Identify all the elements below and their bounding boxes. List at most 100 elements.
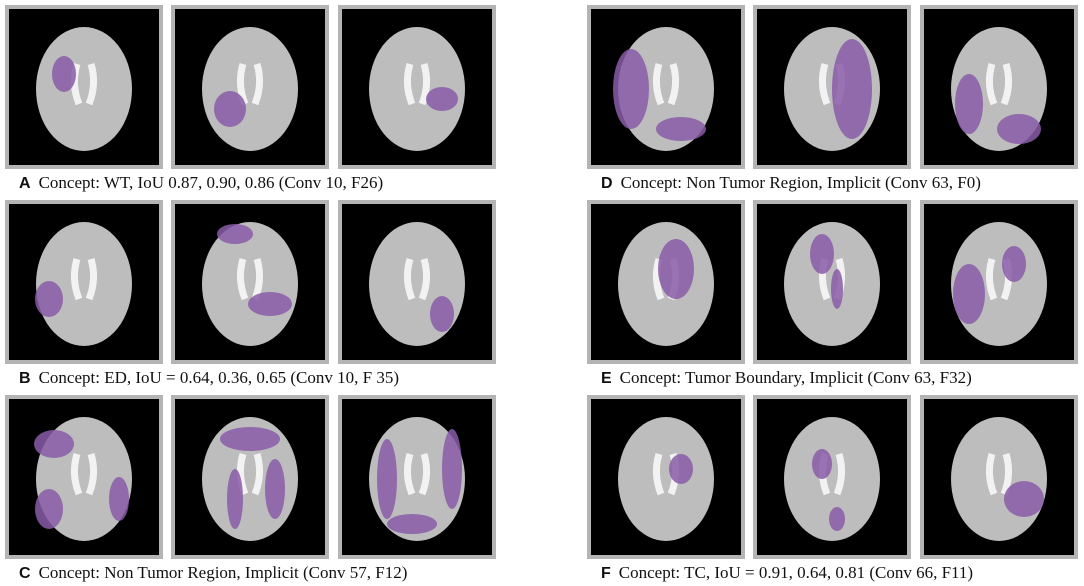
brain bbox=[369, 27, 465, 151]
caption: B Concept: ED, IoU = 0.64, 0.36, 0.65 (Co… bbox=[19, 368, 399, 388]
ventricles bbox=[985, 452, 1013, 496]
mri-image bbox=[753, 5, 911, 169]
brain bbox=[618, 417, 714, 541]
brain-scan bbox=[202, 27, 298, 151]
concept-overlay bbox=[812, 449, 832, 479]
mri-image bbox=[5, 395, 163, 559]
concept-overlay bbox=[669, 454, 693, 484]
brain-scan bbox=[36, 27, 132, 151]
concept-overlay bbox=[52, 56, 76, 92]
concept-overlay bbox=[442, 429, 462, 509]
mri-image bbox=[587, 395, 745, 559]
panel-label: F bbox=[601, 565, 611, 582]
concept-overlay bbox=[387, 514, 437, 534]
brain-scan bbox=[369, 27, 465, 151]
mri-image bbox=[5, 200, 163, 364]
caption-text: Concept: Non Tumor Region, Implicit (Con… bbox=[620, 173, 981, 192]
mri-image bbox=[338, 5, 496, 169]
brain bbox=[36, 222, 132, 346]
mri-image bbox=[171, 395, 329, 559]
brain-scan bbox=[784, 417, 880, 541]
figure-panel: D Concept: Non Tumor Region, Implicit (Co… bbox=[587, 5, 1082, 195]
concept-overlay bbox=[1002, 246, 1026, 282]
ventricles bbox=[70, 257, 98, 301]
figure-panel: C Concept: Non Tumor Region, Implicit (Co… bbox=[5, 395, 500, 585]
concept-overlay bbox=[426, 87, 458, 111]
concept-overlay bbox=[34, 430, 74, 458]
ventricles bbox=[985, 62, 1013, 106]
brain-scan bbox=[35, 222, 132, 346]
mri-image bbox=[5, 5, 163, 169]
caption: E Concept: Tumor Boundary, Implicit (Conv… bbox=[601, 368, 972, 388]
concept-overlay bbox=[265, 459, 285, 519]
brain bbox=[784, 417, 880, 541]
ventricles bbox=[70, 62, 98, 106]
brain bbox=[36, 27, 132, 151]
concept-overlay bbox=[1004, 481, 1044, 517]
brain-scan bbox=[784, 27, 880, 151]
ventricles bbox=[70, 452, 98, 496]
concept-overlay bbox=[430, 296, 454, 332]
brain-scan bbox=[951, 417, 1047, 541]
concept-overlay bbox=[214, 91, 246, 127]
concept-overlay bbox=[220, 427, 280, 451]
panel-label: D bbox=[601, 175, 613, 192]
caption-text: Concept: Non Tumor Region, Implicit (Con… bbox=[38, 563, 408, 582]
panel-label: E bbox=[601, 370, 612, 387]
concept-overlay bbox=[35, 281, 63, 317]
mri-image bbox=[920, 200, 1078, 364]
ventricles bbox=[403, 62, 431, 106]
mri-image bbox=[171, 5, 329, 169]
caption-text: Concept: ED, IoU = 0.64, 0.36, 0.65 (Con… bbox=[38, 368, 399, 387]
mri-image bbox=[920, 5, 1078, 169]
figure-panel: F Concept: TC, IoU = 0.91, 0.64, 0.81 (Co… bbox=[587, 395, 1082, 585]
figure-panel: E Concept: Tumor Boundary, Implicit (Conv… bbox=[587, 200, 1082, 390]
concept-overlay bbox=[613, 49, 649, 129]
mri-image bbox=[587, 200, 745, 364]
panel-label: C bbox=[19, 565, 31, 582]
brain bbox=[202, 27, 298, 151]
brain-scan bbox=[34, 417, 132, 541]
mri-image bbox=[920, 395, 1078, 559]
ventricles bbox=[403, 452, 431, 496]
concept-overlay bbox=[658, 239, 694, 299]
concept-overlay bbox=[829, 507, 845, 531]
mri-image bbox=[753, 200, 911, 364]
caption: C Concept: Non Tumor Region, Implicit (Co… bbox=[19, 563, 407, 583]
brain-scan bbox=[951, 27, 1047, 151]
caption: F Concept: TC, IoU = 0.91, 0.64, 0.81 (Co… bbox=[601, 563, 973, 583]
mri-image bbox=[171, 200, 329, 364]
concept-overlay bbox=[227, 469, 243, 529]
brain-scan bbox=[951, 222, 1047, 346]
concept-overlay bbox=[831, 269, 843, 309]
brain-scan bbox=[618, 417, 714, 541]
concept-overlay bbox=[109, 477, 129, 521]
panel-label: A bbox=[19, 175, 31, 192]
concept-overlay bbox=[997, 114, 1041, 144]
mri-image bbox=[753, 395, 911, 559]
brain-scan bbox=[369, 417, 465, 541]
concept-overlay bbox=[377, 439, 397, 519]
ventricles bbox=[652, 62, 680, 106]
caption-text: Concept: WT, IoU 0.87, 0.90, 0.86 (Conv … bbox=[38, 173, 384, 192]
brain-scan bbox=[618, 222, 714, 346]
concept-overlay bbox=[217, 224, 253, 244]
concept-overlay bbox=[35, 489, 63, 529]
caption-text: Concept: TC, IoU = 0.91, 0.64, 0.81 (Con… bbox=[618, 563, 974, 582]
brain bbox=[369, 222, 465, 346]
concept-overlay bbox=[955, 74, 983, 134]
concept-overlay bbox=[953, 264, 985, 324]
brain-scan bbox=[202, 417, 298, 541]
mri-image bbox=[338, 395, 496, 559]
concept-overlay bbox=[656, 117, 706, 141]
brain-scan bbox=[784, 222, 880, 346]
brain-scan bbox=[369, 222, 465, 346]
panel-label: B bbox=[19, 370, 31, 387]
caption: A Concept: WT, IoU 0.87, 0.90, 0.86 (Conv… bbox=[19, 173, 383, 193]
ventricles bbox=[403, 257, 431, 301]
brain bbox=[202, 222, 298, 346]
brain bbox=[951, 417, 1047, 541]
figure-panel: A Concept: WT, IoU 0.87, 0.90, 0.86 (Conv… bbox=[5, 5, 500, 195]
concept-overlay bbox=[810, 234, 834, 274]
